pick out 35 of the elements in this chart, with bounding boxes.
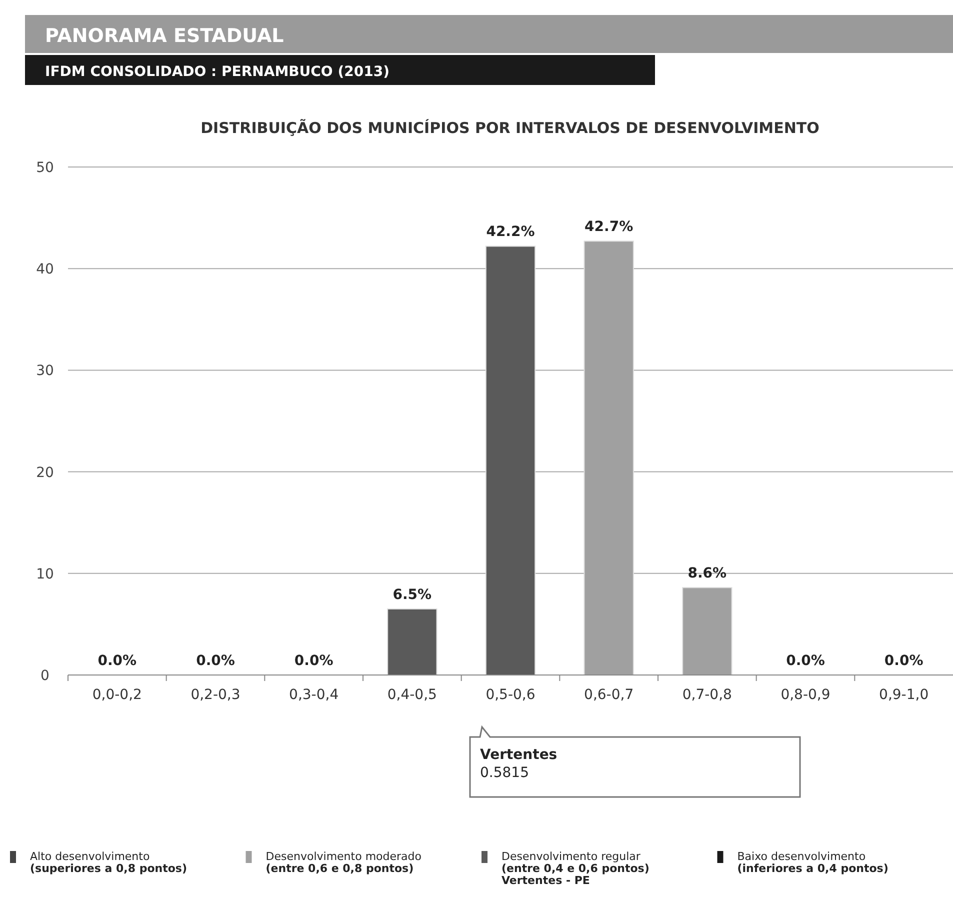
x-tick-label: 0,8-0,9 <box>780 687 830 703</box>
text: Vertentes 0.5815 <box>480 747 558 781</box>
data-label: 42.2% <box>486 224 535 240</box>
data-label: 0.0% <box>786 653 825 669</box>
y-tick-label: 10 <box>36 566 54 582</box>
y-tick-label: 0 <box>40 668 50 684</box>
x-tick-label: 0,6-0,7 <box>584 687 634 703</box>
y-tick-label: 50 <box>36 160 54 176</box>
bar <box>485 246 536 676</box>
legend-label: Desenvolvimento moderado (entre 0,6 e 0,8 pontos) <box>266 850 422 875</box>
legend-label: Baixo desenvolvimento (inferiores a 0,4 pontos) <box>737 850 888 875</box>
data-label: 0.0% <box>196 653 235 669</box>
data-label: 0.0% <box>294 653 334 669</box>
x-tick-label: 0,5-0,6 <box>486 687 536 703</box>
data-label: 0.0% <box>884 653 924 669</box>
text: PANORAMA ESTADUAL <box>45 25 284 47</box>
x-tick-label: 0,7-0,8 <box>682 687 732 703</box>
data-label: 8.6% <box>688 566 727 582</box>
x-tick-label: 0,9-1,0 <box>879 687 929 703</box>
chart-title: DISTRIBUIÇÃO DOS MUNICÍPIOS POR INTERVALOS DE DESENVOLVIMENTO <box>200 119 820 137</box>
y-tick-label: 20 <box>36 464 54 481</box>
x-tick-label: 0,3-0,4 <box>289 687 339 703</box>
x-tick-label: 0,0-0,2 <box>92 687 142 703</box>
legend-label: Desenvolvimento regular (entre 0,4 e 0,6 pontos) Vertentes - PE <box>502 850 650 887</box>
y-tick-label: 40 <box>36 262 54 278</box>
x-tick-label: 0,4-0,5 <box>387 687 437 703</box>
chart-subtitle: IFDM CONSOLIDADO : PERNAMBUCO (2013) <box>45 64 390 80</box>
data-label: 0.0% <box>98 653 137 669</box>
y-tick-label: 30 <box>36 363 54 380</box>
x-tick-label: 0,2-0,3 <box>190 687 240 703</box>
bar <box>682 587 732 676</box>
bar <box>387 608 438 676</box>
data-label: 42.7% <box>584 219 634 236</box>
legend-label: Alto desenvolvimento (superiores a 0,8 pontos) <box>30 850 187 875</box>
data-label: 6.5% <box>392 586 432 603</box>
